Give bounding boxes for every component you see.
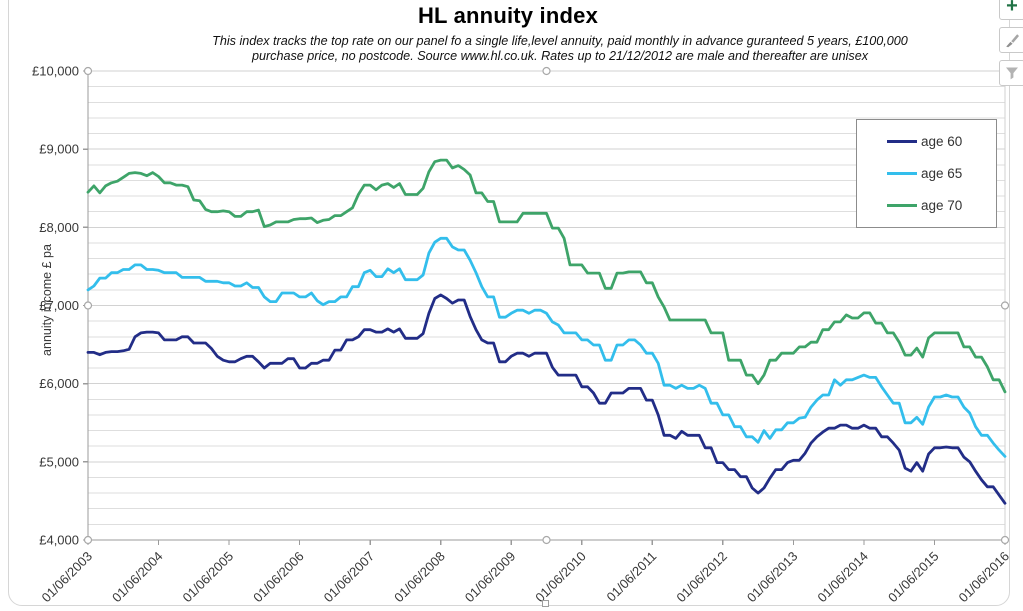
y-axis-title: annuity income £ pa bbox=[40, 244, 54, 356]
y-tick-label: £5,000 bbox=[39, 454, 79, 469]
x-tick-label: 01/06/2009 bbox=[462, 549, 519, 606]
x-tick-label: 01/06/2013 bbox=[744, 549, 801, 606]
plot-selection-handle[interactable] bbox=[1000, 301, 1010, 310]
series-line-age-60[interactable] bbox=[86, 293, 1007, 505]
y-tick-label: £7,000 bbox=[39, 298, 79, 313]
x-tick-label: 01/06/2016 bbox=[955, 549, 1012, 606]
chart-styles-button[interactable] bbox=[999, 27, 1023, 53]
x-tick-label: 01/06/2003 bbox=[38, 549, 95, 606]
series-line-age-70[interactable] bbox=[86, 158, 1007, 394]
add-chart-elements-button[interactable]: + bbox=[999, 0, 1023, 20]
legend-item-age-60[interactable]: age 60 bbox=[887, 134, 996, 149]
plot-selection-handle[interactable] bbox=[83, 301, 93, 310]
legend-label: age 60 bbox=[921, 133, 963, 149]
chart-buttons: + bbox=[999, 0, 1023, 86]
legend-label: age 70 bbox=[921, 198, 963, 214]
legend-label: age 65 bbox=[921, 165, 963, 181]
y-tick-label: £10,000 bbox=[32, 64, 79, 79]
x-tick-label: 01/06/2008 bbox=[391, 549, 448, 606]
x-tick-label: 01/06/2011 bbox=[603, 549, 659, 605]
series-swatch-age-60 bbox=[887, 139, 917, 143]
brush-icon bbox=[1006, 34, 1019, 48]
legend-item-age-65[interactable]: age 65 bbox=[887, 166, 996, 181]
y-tick-label: £8,000 bbox=[39, 220, 79, 235]
chart-title: HL annuity index bbox=[417, 3, 599, 28]
y-tick-label: £6,000 bbox=[39, 376, 79, 391]
x-tick-label: 01/06/2012 bbox=[673, 549, 730, 606]
series-swatch-age-65 bbox=[887, 171, 917, 175]
plus-icon: + bbox=[1006, 0, 1018, 17]
legend[interactable]: age 60 age 65 age 70 bbox=[856, 119, 997, 228]
x-tick-label: 01/06/2004 bbox=[109, 549, 166, 606]
y-tick-label: £9,000 bbox=[39, 142, 79, 157]
funnel-icon bbox=[1006, 67, 1018, 80]
plot-selection-handle[interactable] bbox=[83, 535, 93, 545]
x-tick-label: 01/06/2006 bbox=[250, 549, 307, 606]
y-tick-label: £4,000 bbox=[39, 533, 79, 548]
plot-selection-handle[interactable] bbox=[83, 66, 93, 76]
x-tick-label: 01/06/2005 bbox=[180, 549, 237, 606]
chart-subtitle: This index tracks the top rate on our pa… bbox=[100, 34, 1020, 65]
x-tick-label: 01/06/2015 bbox=[885, 549, 942, 606]
chart-subtitle-line1: This index tracks the top rate on our pa… bbox=[212, 34, 908, 48]
x-tick-label: 01/06/2010 bbox=[532, 549, 589, 606]
chart-resize-handle[interactable] bbox=[542, 600, 549, 607]
plot-selection-handle[interactable] bbox=[542, 535, 551, 545]
chart-subtitle-line2: purchase price, no postcode. Source www.… bbox=[251, 49, 869, 64]
plot-selection-handle[interactable] bbox=[542, 66, 551, 76]
x-tick-label: 01/06/2007 bbox=[321, 549, 378, 606]
legend-item-age-70[interactable]: age 70 bbox=[887, 198, 996, 213]
series-line-age-65[interactable] bbox=[86, 236, 1007, 458]
series-swatch-age-70 bbox=[887, 204, 917, 208]
plot-selection-handle[interactable] bbox=[1000, 535, 1010, 545]
x-tick-label: 01/06/2014 bbox=[814, 549, 871, 606]
chart-filters-button[interactable] bbox=[999, 60, 1023, 86]
